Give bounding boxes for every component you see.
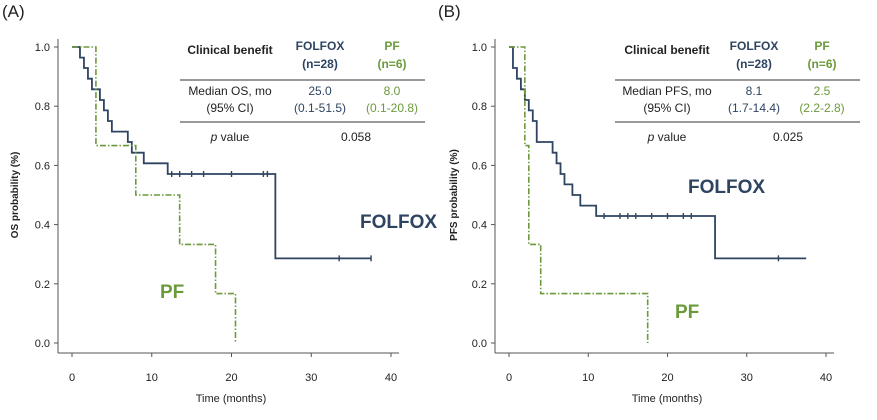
table-median-folfox: 8.1 (746, 84, 763, 98)
km-curve-pf (509, 46, 649, 343)
table-header-pf: PF (384, 39, 399, 53)
y-tick-label: 1.0 (35, 42, 50, 54)
y-tick-label: 1.0 (472, 42, 487, 54)
p-value-word: value (217, 130, 249, 144)
y-axis-title: PFS probability (%) (449, 149, 460, 241)
series-label-pf: PF (675, 302, 699, 323)
table-ci-folfox: (0.1-51.5) (294, 101, 346, 115)
x-tick-label: 0 (69, 372, 75, 384)
table-header-pf: PF (814, 39, 829, 53)
x-tick-label: 20 (225, 372, 237, 384)
table-header-label: Clinical benefit (624, 43, 709, 57)
table-row-label-ci: (95% CI) (643, 101, 690, 115)
table-header-folfox-n: (n=28) (736, 57, 772, 71)
table-background (176, 38, 429, 149)
table-median-pf: 2.5 (814, 84, 831, 98)
y-tick-label: 0.8 (472, 101, 487, 113)
table-row-label-ci: (95% CI) (206, 101, 253, 115)
y-tick-label: 0.0 (35, 338, 50, 350)
y-tick-label: 0.2 (35, 279, 50, 291)
y-tick-label: 0.4 (472, 220, 487, 232)
table-row-label: Median OS, mo (188, 84, 272, 98)
km-curve-pf (72, 46, 237, 343)
panel-os: (A) 0.0 0.2 0.4 0.6 0.8 1.0 0 10 20 30 40 Time (mont… (2, 2, 437, 405)
x-axis-title: Time (months) (196, 393, 267, 405)
table-pvalue: 0.025 (773, 130, 803, 144)
series-label-folfox: FOLFOX (688, 177, 765, 198)
y-tick-label: 0.6 (472, 160, 487, 172)
table-row-label: Median PFS, mo (622, 84, 712, 98)
table-ci-pf: (0.1-20.8) (366, 101, 418, 115)
x-tick-label: 30 (741, 372, 753, 384)
km-curve-folfox (509, 46, 807, 260)
x-tick-label: 40 (820, 372, 832, 384)
summary-table: Clinical benefit FOLFOX (n=28) PF (n=6) Media… (176, 38, 429, 149)
p-italic: p (210, 130, 218, 144)
y-tick-label: 0.4 (35, 220, 50, 232)
y-axis-title: OS probability (%) (10, 152, 21, 239)
table-pvalue: 0.058 (341, 130, 371, 144)
summary-table: Clinical benefit FOLFOX (n=28) PF (n=6) Media… (611, 38, 864, 149)
table-pvalue-label: p value (647, 130, 687, 144)
x-tick-label: 10 (146, 372, 158, 384)
table-header-pf-n: (n=6) (807, 57, 836, 71)
table-pvalue-label: p value (210, 130, 250, 144)
table-header-label: Clinical benefit (187, 43, 272, 57)
y-tick-label: 0.8 (35, 101, 50, 113)
p-italic: p (647, 130, 655, 144)
x-axis-title: Time (months) (632, 393, 703, 405)
panel-label: (A) (2, 2, 25, 21)
series-label-folfox: FOLFOX (360, 212, 437, 233)
p-value-word: value (654, 130, 686, 144)
x-tick-label: 30 (305, 372, 317, 384)
panel-label: (B) (438, 2, 461, 21)
table-ci-folfox: (1.7-14.4) (728, 101, 780, 115)
y-tick-label: 0.0 (472, 338, 487, 350)
table-median-pf: 8.0 (384, 84, 401, 98)
table-median-folfox: 25.0 (308, 84, 332, 98)
y-tick-label: 0.6 (35, 160, 50, 172)
x-tick-label: 20 (661, 372, 673, 384)
table-header-folfox: FOLFOX (730, 39, 779, 53)
table-header-folfox: FOLFOX (296, 39, 345, 53)
y-tick-label: 0.2 (472, 279, 487, 291)
x-tick-label: 10 (582, 372, 594, 384)
x-tick-label: 40 (385, 372, 397, 384)
series-label-pf: PF (160, 282, 184, 303)
panel-pfs: (B) 0.0 0.2 0.4 0.6 0.8 1.0 0 10 20 30 40 Time (mont… (438, 2, 864, 405)
x-tick-label: 0 (506, 372, 512, 384)
km-curve-folfox (72, 46, 372, 260)
table-header-folfox-n: (n=28) (302, 57, 338, 71)
table-ci-pf: (2.2-2.8) (799, 101, 844, 115)
table-header-pf-n: (n=6) (377, 57, 406, 71)
table-background (611, 38, 864, 149)
